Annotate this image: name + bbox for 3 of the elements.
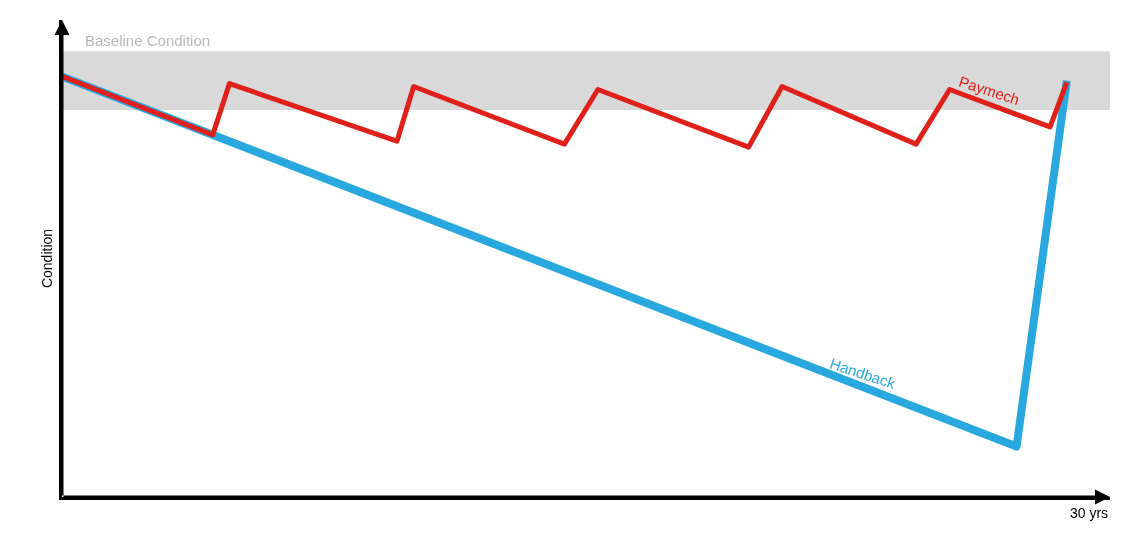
band-label: Baseline Condition: [85, 32, 211, 49]
text: 30 yrs: [1070, 505, 1109, 521]
y-axis-title: Condition: [38, 228, 55, 289]
